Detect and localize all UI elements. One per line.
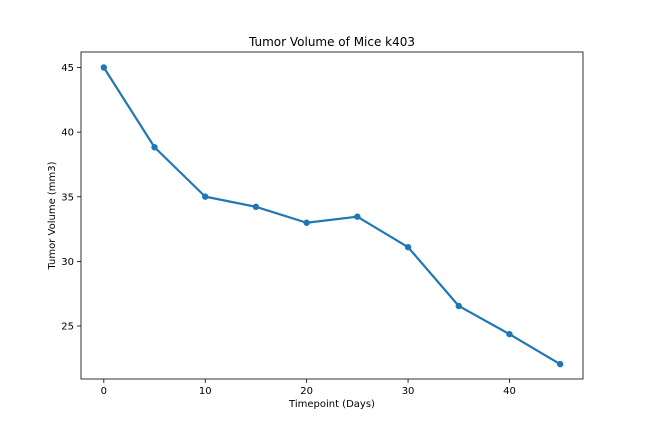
x-tick-label: 0 [101, 386, 107, 397]
data-point [506, 330, 513, 338]
y-tick-label: 40 [61, 128, 74, 139]
x-axis-label: Timepoint (Days) [288, 399, 375, 410]
x-tick-label: 20 [300, 386, 313, 397]
y-axis-label: Tumor Volume (mm3) [47, 161, 58, 270]
chart-title: Tumor Volume of Mice k403 [248, 35, 415, 49]
y-axis-ticks: 25 30 35 40 45 [61, 63, 81, 333]
data-point [556, 360, 564, 368]
data-point [202, 193, 209, 200]
x-tick-label: 30 [402, 386, 415, 397]
data-point [151, 144, 158, 151]
y-tick-label: 45 [61, 63, 74, 74]
data-point [100, 64, 108, 71]
x-tick-label: 40 [503, 386, 516, 397]
x-axis-ticks: 0 10 20 30 40 [101, 379, 516, 397]
data-point [354, 213, 361, 220]
series-layer [100, 64, 564, 368]
y-tick-label: 35 [61, 192, 74, 203]
y-tick-label: 30 [61, 257, 74, 268]
x-tick-label: 10 [199, 386, 212, 397]
data-point [303, 219, 310, 226]
axes-frame [80, 51, 584, 380]
data-point [404, 243, 412, 251]
y-tick-label: 25 [61, 322, 74, 333]
data-point [455, 302, 462, 310]
plot-area [80, 51, 584, 380]
series-line [102, 66, 561, 366]
data-point [252, 203, 260, 211]
